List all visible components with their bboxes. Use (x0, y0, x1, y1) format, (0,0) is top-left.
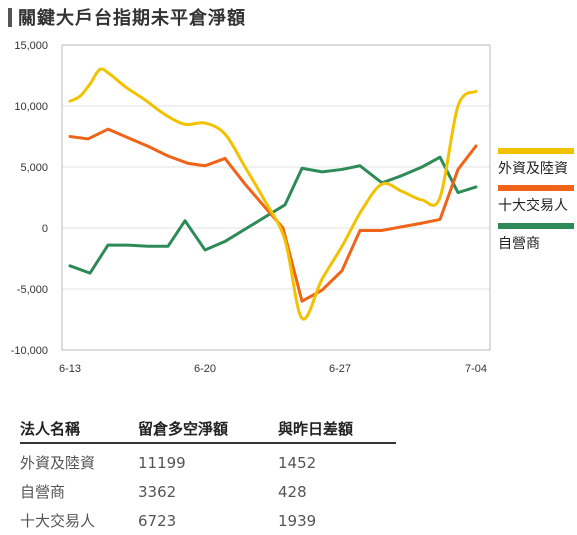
y-tick-label: -5,000 (17, 284, 48, 296)
legend-swatch (498, 223, 574, 229)
x-tick-label: 6-20 (194, 363, 216, 375)
column-header: 法人名稱 (20, 419, 81, 438)
table-cell: 十大交易人 (20, 512, 96, 530)
table-header: 法人名稱 留倉多空淨額 與昨日差額 (20, 414, 396, 444)
legend-swatch (498, 148, 574, 154)
x-tick-label: 6-13 (59, 363, 81, 375)
y-tick-label: 10,000 (14, 101, 48, 113)
column-header: 與昨日差額 (278, 419, 354, 438)
legend-label: 十大交易人 (498, 198, 568, 214)
table-cell: 1452 (278, 453, 317, 472)
y-tick-label: -10,000 (11, 345, 48, 357)
table-cell: 1939 (278, 511, 317, 530)
table-cell: 自營商 (20, 483, 66, 501)
title-bar: 關鍵大戶台指期未平倉淨額 (8, 6, 246, 29)
page-title: 關鍵大戶台指期未平倉淨額 (18, 8, 246, 29)
y-tick-label: 15,000 (14, 40, 48, 52)
table-cell: 11199 (138, 453, 186, 472)
table-row: 十大交易人 6723 1939 (20, 506, 396, 535)
line-chart: -10,000 -5,000 0 5,000 10,000 15,000 6-13 6-20… (11, 40, 491, 375)
column-header: 留倉多空淨額 (138, 419, 229, 438)
table-cell: 外資及陸資 (20, 454, 96, 472)
y-tick-label: 0 (42, 223, 48, 235)
x-tick-label: 6-27 (329, 363, 351, 375)
summary-table: 法人名稱 留倉多空淨額 與昨日差額 外資及陸資 11199 1452 自營商 3… (20, 414, 396, 535)
y-tick-label: 5,000 (20, 162, 48, 174)
series-line-2 (68, 155, 478, 275)
legend-item: 外資及陸資 (498, 148, 574, 178)
plot-area (61, 44, 491, 351)
table-cell: 6723 (138, 511, 177, 530)
legend-item: 十大交易人 (498, 185, 574, 215)
table-row: 自營商 3362 428 (20, 477, 396, 506)
table-cell: 3362 (138, 482, 177, 501)
legend-item: 自營商 (498, 223, 574, 253)
x-tick-label: 7-04 (465, 363, 487, 375)
table-row: 外資及陸資 11199 1452 (20, 448, 396, 477)
legend-label: 自營商 (498, 236, 540, 252)
title-marker (8, 7, 12, 27)
series-line-0 (68, 67, 478, 321)
table-cell: 428 (278, 482, 307, 501)
legend-swatch (498, 185, 574, 191)
legend-label: 外資及陸資 (498, 161, 568, 177)
